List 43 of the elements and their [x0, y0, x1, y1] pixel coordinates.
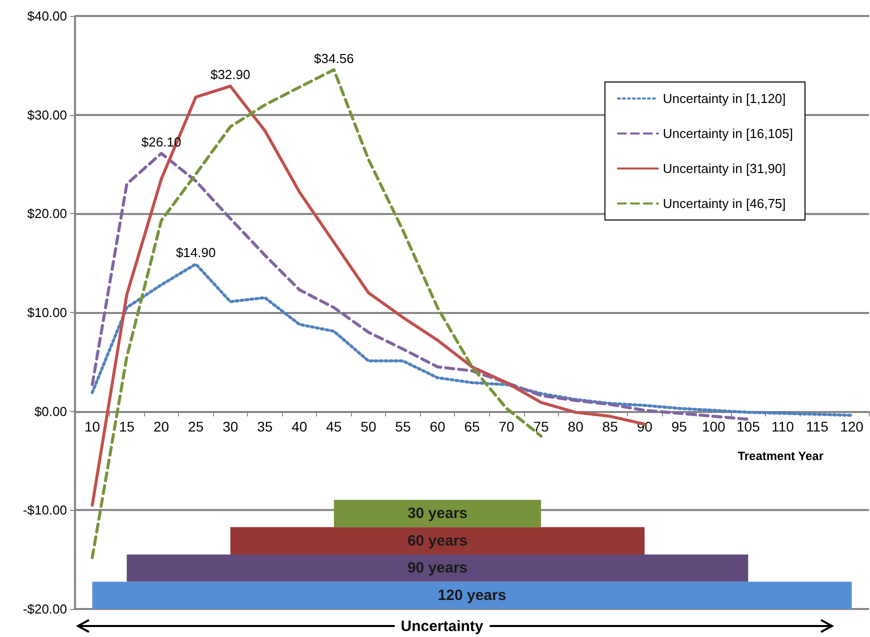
x-tick-label: 60 [430, 418, 446, 434]
y-tick-label: -$10.00 [22, 502, 67, 518]
legend-label: Uncertainty in [46,75] [662, 196, 786, 211]
band-label: 30 years [407, 505, 468, 522]
x-tick-label: 35 [257, 418, 273, 434]
x-tick-label: 15 [118, 418, 135, 434]
x-tick-label: 55 [395, 418, 411, 434]
x-tick-label: 85 [602, 418, 618, 434]
x-tick-label: 70 [498, 418, 515, 434]
x-tick-label: 45 [326, 418, 342, 434]
y-tick-label: -$20.00 [22, 602, 67, 616]
data-label: $34.56 [314, 50, 354, 66]
legend-label: Uncertainty in [31,90] [662, 161, 786, 176]
x-tick-label: 105 [736, 418, 760, 434]
x-tick-label: 75 [533, 418, 550, 434]
x-tick-label: 95 [671, 418, 688, 434]
band-label: 60 years [407, 532, 468, 550]
y-tick-label: $40.00 [27, 8, 67, 24]
x-tick-label: 30 [222, 418, 238, 434]
x-tick-label: 65 [464, 418, 480, 434]
y-tick-label: $20.00 [27, 206, 67, 222]
x-tick-label: 25 [188, 418, 204, 434]
x-tick-label: 100 [702, 418, 726, 434]
x-tick-label: 120 [840, 418, 864, 434]
legend-label: Uncertainty in [1,120] [662, 91, 786, 106]
x-tick-label: 50 [360, 418, 376, 434]
y-tick-label: $30.00 [27, 107, 67, 122]
band-label: 90 years [407, 560, 468, 577]
x-tick-label: 40 [292, 418, 308, 434]
x-tick-label: 10 [84, 418, 100, 434]
band-label: 120 years [438, 586, 506, 604]
line-series [90, 262, 854, 417]
legend-label: Uncertainty in [16,105] [662, 126, 793, 141]
x-tick-label: 115 [806, 418, 829, 434]
x-tick-label: 110 [772, 418, 794, 434]
x-tick-label: 80 [568, 418, 584, 434]
y-tick-label: $10.00 [27, 305, 67, 320]
text: Uncertainty [394, 618, 490, 636]
y-tick-label: $0.00 [34, 404, 67, 419]
x-tick-label: 20 [154, 418, 170, 434]
data-label: $14.90 [176, 245, 216, 260]
data-label: $32.90 [210, 67, 250, 82]
x-axis-title: Treatment Year [738, 449, 824, 464]
